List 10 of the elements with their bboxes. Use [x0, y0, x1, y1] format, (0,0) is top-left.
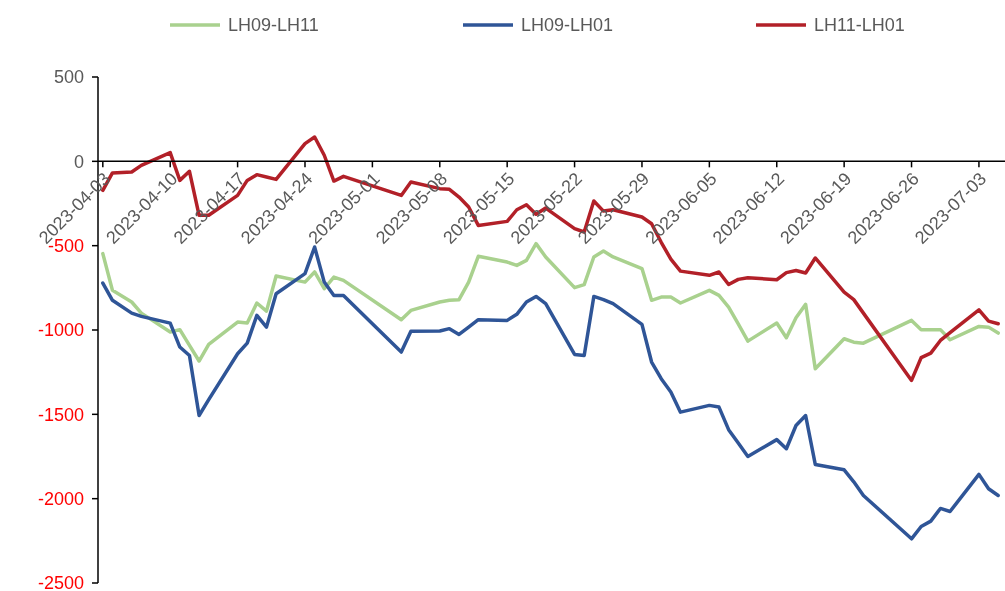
y-tick-label: 500 [53, 67, 84, 88]
legend-label: LH09-LH11 [228, 15, 319, 36]
y-tick-label: -2000 [37, 488, 84, 509]
legend-label: LH11-LH01 [814, 15, 905, 36]
y-tick-label: -1000 [37, 320, 84, 341]
y-tick-label: 0 [73, 151, 84, 172]
line-series [101, 245, 1000, 541]
y-tick-label: -1500 [37, 404, 84, 425]
legend-label: LH09-LH01 [521, 15, 614, 36]
y-tick-label: -2500 [37, 573, 84, 591]
